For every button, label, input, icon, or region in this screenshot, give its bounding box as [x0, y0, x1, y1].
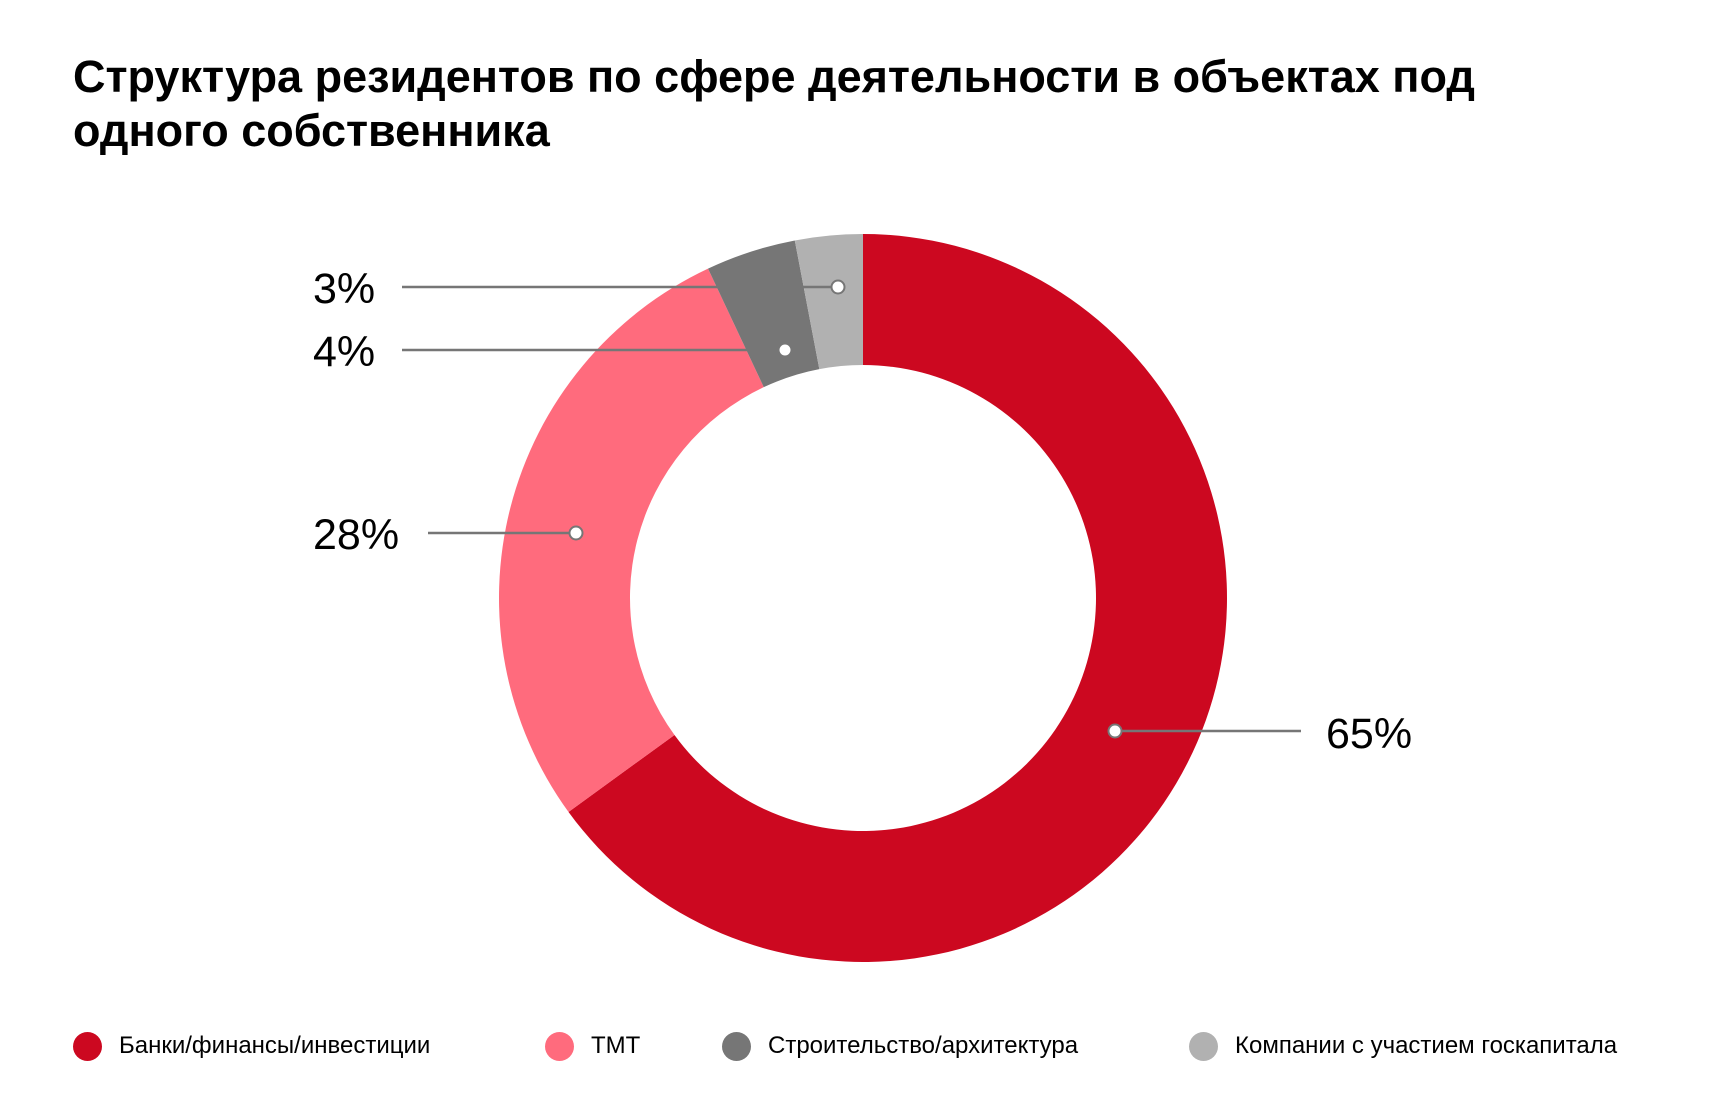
slice-banks [568, 234, 1227, 962]
data-label-banks: 65% [1326, 710, 1412, 758]
legend-swatch [722, 1031, 751, 1061]
data-label-state-companies: 3% [313, 265, 375, 313]
legend: Банки/финансы/инвестиции ТМТ Строительст… [0, 1028, 1720, 1064]
legend-item-state-companies: Компании с участием госкапитала [1189, 1028, 1617, 1064]
data-label-construction: 4% [313, 328, 375, 376]
leader-dot-tmt [568, 525, 584, 541]
leader-dot-construction [777, 342, 793, 358]
legend-swatch [1189, 1031, 1218, 1061]
legend-item-construction: Строительство/архитектура [722, 1028, 1078, 1064]
legend-swatch [545, 1031, 574, 1061]
legend-item-tmt: ТМТ [545, 1028, 640, 1064]
slice-tmt [499, 268, 764, 812]
legend-label: Банки/финансы/инвестиции [119, 1032, 431, 1059]
leader-dot-state-companies [830, 279, 846, 295]
slice-state-companies [794, 234, 863, 370]
legend-label: Компании с участием госкапитала [1235, 1032, 1618, 1059]
leader-dot-banks [1107, 723, 1123, 739]
legend-item-banks: Банки/финансы/инвестиции [73, 1028, 430, 1064]
legend-label: Строительство/архитектура [768, 1032, 1079, 1059]
legend-swatch [73, 1031, 102, 1061]
chart-title: Структура резидентов по сфере деятельнос… [73, 51, 1475, 156]
data-label-tmt: 28% [313, 511, 399, 559]
legend-label: ТМТ [591, 1032, 641, 1059]
